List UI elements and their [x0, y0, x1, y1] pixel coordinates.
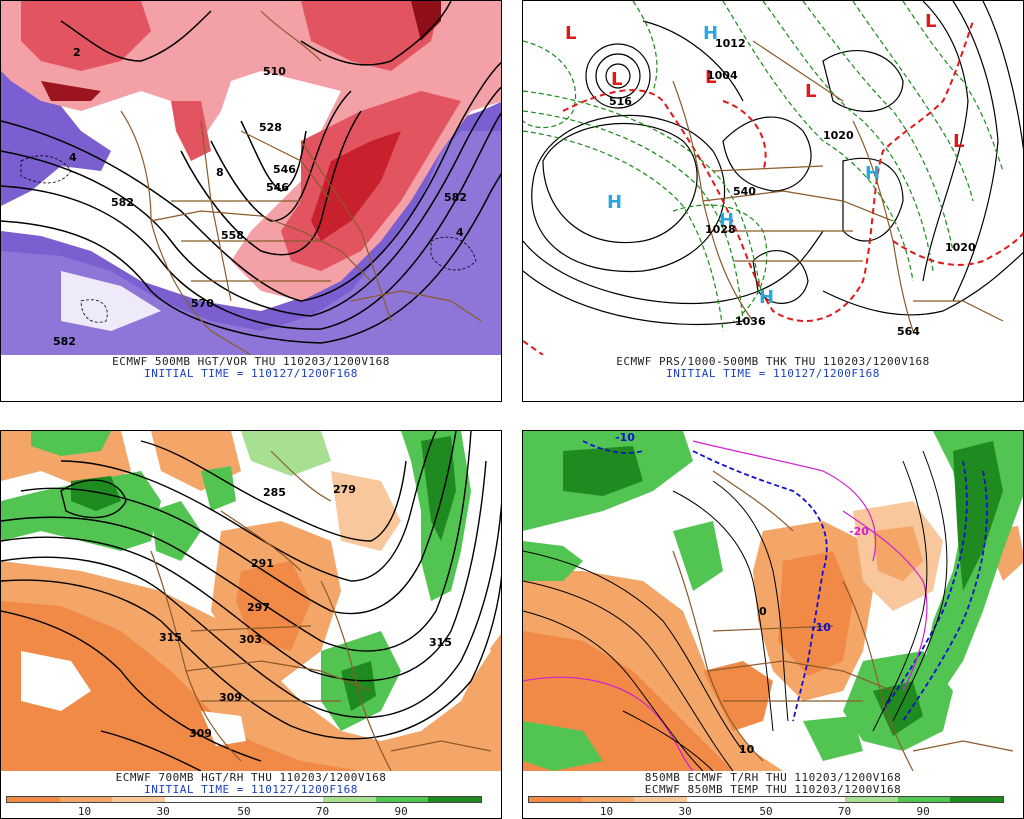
low-pressure-symbol: L — [953, 131, 964, 152]
contour-label: -10 — [615, 431, 635, 444]
colorbar-tick: 10 — [77, 805, 92, 818]
contour-label: 510 — [263, 65, 286, 78]
contour-label: 546 — [273, 163, 296, 176]
contour-label: 4 — [456, 226, 464, 239]
contour-label: 309 — [219, 691, 242, 704]
contour-label: 1036 — [735, 315, 766, 328]
contour-label: 582 — [111, 196, 134, 209]
map-700mb-rh: 315 303 309 309 297 291 315 285 279 — [1, 431, 501, 771]
colorbar-bin — [375, 797, 429, 802]
map-pressure-thickness: L L L L L L H H H H H 1020 1012 1004 102… — [523, 1, 1023, 355]
colorbar-bin — [581, 797, 635, 802]
colorbar-tick: 30 — [156, 805, 170, 818]
colorbar-bin — [7, 797, 60, 802]
contour-label: 285 — [263, 486, 286, 499]
low-pressure-symbol: L — [565, 23, 576, 44]
panel-caption: 850MB ECMWF T/RH THU 110203/1200V168 — [644, 771, 902, 784]
map-500mb-vorticity: 582 546 558 570 582 4 4 2 8 582 510 528 … — [1, 1, 501, 355]
contour-label: 1020 — [823, 129, 854, 142]
low-pressure-symbol: L — [925, 11, 936, 32]
contour-label: 570 — [191, 297, 214, 310]
contour-label: 1020 — [945, 241, 976, 254]
high-pressure-symbol: H — [703, 23, 718, 44]
low-pressure-symbol: L — [611, 69, 622, 90]
low-pressure-symbol: L — [705, 67, 716, 88]
colorbar-tick: 50 — [759, 805, 773, 818]
colorbar-ticks: 10 30 50 70 90 — [528, 805, 1004, 818]
colorbar-tick: 50 — [237, 805, 251, 818]
panel-caption: ECMWF 700MB HGT/RH THU 110203/1200V168 — [115, 771, 387, 784]
high-pressure-symbol: H — [759, 287, 774, 308]
colorbar-tick: 30 — [678, 805, 692, 818]
colorbar-bin — [270, 797, 324, 802]
colorbar-bin — [217, 797, 271, 802]
rh-colorbar — [6, 796, 482, 803]
contour-label: 582 — [53, 335, 76, 348]
colorbar-bin — [323, 797, 376, 802]
contour-label: 582 — [444, 191, 467, 204]
contour-label: 303 — [239, 633, 262, 646]
contour-label: 315 — [429, 636, 452, 649]
contour-label: 10 — [739, 743, 755, 756]
colorbar-bin — [529, 797, 582, 802]
colorbar-bin — [634, 797, 688, 802]
contour-label: 0 — [759, 605, 767, 618]
colorbar-bin — [739, 797, 793, 802]
panel-500mb-hgt-vor: 582 546 558 570 582 4 4 2 8 582 510 528 … — [0, 0, 502, 402]
colorbar-bin — [112, 797, 166, 802]
colorbar-bin — [950, 797, 1004, 802]
contour-label: -20 — [849, 525, 869, 538]
colorbar-bin — [59, 797, 113, 802]
rh-colorbar — [528, 796, 1004, 803]
contour-label: 546 — [266, 181, 289, 194]
contour-label: 8 — [216, 166, 224, 179]
contour-label: 297 — [247, 601, 270, 614]
contour-label: 516 — [609, 95, 632, 108]
contour-label: 540 — [733, 185, 756, 198]
panel-700mb-hgt-rh: 315 303 309 309 297 291 315 285 279 ECMW… — [0, 430, 502, 819]
panel-surface-pressure-thickness: L L L L L L H H H H H 1020 1012 1004 102… — [522, 0, 1024, 402]
contour-label: 2 — [73, 46, 81, 59]
colorbar-bin — [687, 797, 740, 802]
colorbar-tick: 70 — [315, 805, 330, 818]
colorbar-tick: 90 — [916, 805, 930, 818]
low-pressure-symbol: L — [805, 81, 816, 102]
colorbar-bin — [165, 797, 218, 802]
contour-label: 309 — [189, 727, 212, 740]
colorbar-tick: 10 — [599, 805, 614, 818]
panel-caption: ECMWF PRS/1000-500MB THK THU 110203/1200… — [616, 355, 930, 368]
contour-label: -10 — [811, 621, 831, 634]
contour-label: 1012 — [715, 37, 746, 50]
colorbar-tick: 90 — [394, 805, 408, 818]
colorbar-bin — [428, 797, 482, 802]
high-pressure-symbol: H — [719, 210, 734, 231]
contour-label: 1004 — [707, 69, 738, 82]
contour-label: 1028 — [705, 223, 736, 236]
panel-initial-time: INITIAL TIME = 110127/1200F168 — [144, 367, 358, 380]
map-850mb-temp-rh: -10 0 10 -20 -10 — [523, 431, 1023, 771]
panel-initial-time: INITIAL TIME = 110127/1200F168 — [666, 367, 880, 380]
high-pressure-symbol: H — [865, 163, 880, 184]
contour-label: 4 — [69, 151, 77, 164]
colorbar-bin — [792, 797, 846, 802]
panel-initial-time: INITIAL TIME = 110127/1200F168 — [144, 783, 358, 796]
contour-label: 564 — [897, 325, 920, 338]
colorbar-bin — [845, 797, 898, 802]
panel-subcaption: ECMWF 850MB TEMP THU 110203/1200V168 — [644, 783, 902, 796]
contour-label: 558 — [221, 229, 244, 242]
panel-caption: ECMWF 500MB HGT/VOR THU 110203/1200V168 — [112, 355, 390, 368]
contour-label: 528 — [259, 121, 282, 134]
contour-label: 315 — [159, 631, 182, 644]
contour-label: 279 — [333, 483, 356, 496]
contour-label: 291 — [251, 557, 274, 570]
colorbar-tick: 70 — [837, 805, 852, 818]
colorbar-ticks: 10 30 50 70 90 — [6, 805, 482, 818]
colorbar-bin — [897, 797, 951, 802]
high-pressure-symbol: H — [607, 192, 622, 213]
panel-850mb-t-rh: -10 0 10 -20 -10 850MB ECMWF T/RH THU 11… — [522, 430, 1024, 819]
